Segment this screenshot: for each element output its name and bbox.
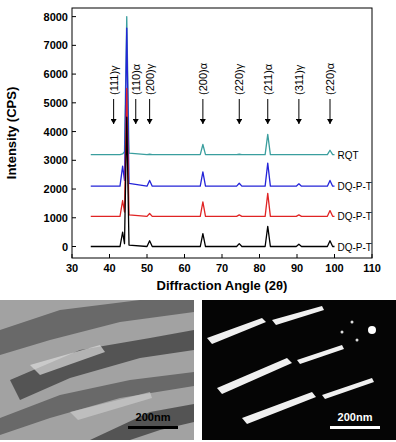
peak-arrow bbox=[267, 99, 268, 124]
scale-bar bbox=[330, 426, 380, 429]
diffraction-spot bbox=[351, 321, 354, 324]
scale-bar-label: 200nm bbox=[338, 411, 373, 423]
y-tick-label: 8000 bbox=[44, 11, 68, 23]
y-tick bbox=[72, 217, 76, 218]
peak-arrow bbox=[149, 99, 150, 124]
peak-arrow bbox=[135, 99, 136, 124]
peak-label: (220)γ bbox=[233, 63, 245, 95]
plot-frame bbox=[72, 8, 372, 258]
peak-arrow bbox=[330, 99, 331, 124]
y-tick-label: 6000 bbox=[44, 68, 68, 80]
peak-arrow bbox=[298, 99, 299, 124]
y-tick bbox=[72, 189, 76, 190]
peak-label: (311)γ bbox=[293, 64, 305, 95]
peak-label: (200)α bbox=[197, 62, 209, 95]
lines bbox=[91, 17, 335, 247]
peak-label: (200)γ bbox=[144, 63, 156, 95]
series-label: DQ-P-T bbox=[338, 242, 372, 253]
diffraction-spot bbox=[341, 331, 344, 334]
x-tick bbox=[222, 254, 223, 258]
bright-lath bbox=[30, 345, 105, 375]
y-tick-label: 5000 bbox=[44, 97, 68, 109]
x-tick-label: 80 bbox=[253, 262, 265, 274]
x-tick bbox=[334, 254, 335, 258]
x-tick-label: 40 bbox=[103, 262, 115, 274]
y-tick bbox=[72, 16, 76, 17]
y-tick bbox=[72, 74, 76, 75]
x-tick bbox=[259, 254, 260, 258]
y-tick bbox=[72, 131, 76, 132]
x-tick bbox=[72, 254, 73, 258]
bright-retained-austenite bbox=[207, 318, 266, 344]
x-tick-label: 90 bbox=[291, 262, 303, 274]
x-tick-label: 60 bbox=[178, 262, 190, 274]
bright-retained-austenite bbox=[217, 358, 292, 394]
x-tick bbox=[297, 254, 298, 258]
peak-arrow bbox=[202, 99, 203, 124]
peak-arrow bbox=[239, 99, 240, 124]
peak-label: (110)α bbox=[130, 63, 142, 95]
image-ground bbox=[202, 300, 396, 440]
x-tick-label: 110 bbox=[363, 262, 381, 274]
x-tick-label: 70 bbox=[216, 262, 228, 274]
xrd-pattern bbox=[91, 117, 335, 246]
series-label: RQT bbox=[338, 150, 359, 161]
y-tick-label: 2000 bbox=[44, 183, 68, 195]
x-axis-title: Diffraction Angle (2θ) bbox=[157, 278, 288, 293]
y-tick-label: 3000 bbox=[44, 154, 68, 166]
diffraction-spot bbox=[356, 339, 359, 342]
series-label: DQ-P-T bbox=[338, 211, 372, 222]
x-tick bbox=[147, 254, 148, 258]
scale-bar bbox=[128, 426, 178, 429]
y-axis-title: Intensity (CPS) bbox=[4, 87, 19, 179]
diffraction-spot bbox=[368, 326, 376, 334]
series-label: DQ-P-T bbox=[338, 181, 372, 192]
peak-label: (220)α bbox=[324, 62, 336, 95]
image-ground bbox=[0, 300, 194, 440]
y-tick bbox=[72, 160, 76, 161]
peak-label: (211)α bbox=[262, 63, 274, 95]
bright-retained-austenite bbox=[297, 345, 344, 364]
peak-arrow bbox=[113, 99, 114, 124]
bright-retained-austenite bbox=[272, 306, 324, 325]
y-tick bbox=[72, 45, 76, 46]
peak-label: (111)γ bbox=[108, 65, 120, 95]
x-tick-label: 30 bbox=[66, 262, 78, 274]
scale-bar-label: 200nm bbox=[136, 411, 171, 423]
bright-retained-austenite bbox=[322, 378, 374, 399]
y-tick-label: 0 bbox=[62, 241, 68, 253]
x-tick-label: 50 bbox=[141, 262, 153, 274]
bright-field-image: 200nm bbox=[0, 300, 194, 440]
dark-field-image: 200nm bbox=[202, 300, 396, 440]
x-tick bbox=[184, 254, 185, 258]
y-tick-label: 7000 bbox=[44, 39, 68, 51]
x-tick bbox=[372, 254, 373, 258]
x-tick bbox=[109, 254, 110, 258]
x-tick-label: 100 bbox=[325, 262, 343, 274]
y-tick-label: 4000 bbox=[44, 126, 68, 138]
y-tick bbox=[72, 246, 76, 247]
bright-retained-austenite bbox=[242, 392, 316, 424]
y-tick bbox=[72, 102, 76, 103]
y-tick-label: 1000 bbox=[44, 212, 68, 224]
